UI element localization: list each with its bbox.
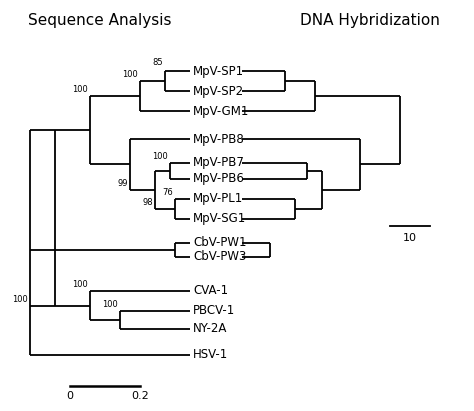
- Text: MpV-PB8: MpV-PB8: [193, 132, 245, 145]
- Text: PBCV-1: PBCV-1: [193, 305, 235, 318]
- Text: HSV-1: HSV-1: [193, 349, 228, 362]
- Text: 98: 98: [142, 198, 153, 207]
- Text: MpV-GM1: MpV-GM1: [193, 104, 249, 118]
- Text: 100: 100: [12, 295, 28, 303]
- Text: MpV-SP2: MpV-SP2: [193, 85, 244, 97]
- Text: 100: 100: [122, 70, 138, 79]
- Text: 99: 99: [118, 179, 128, 188]
- Text: 10: 10: [403, 233, 417, 243]
- Text: Sequence Analysis: Sequence Analysis: [28, 13, 172, 28]
- Text: 76: 76: [162, 188, 173, 197]
- Text: MpV-PB7: MpV-PB7: [193, 157, 245, 169]
- Text: CVA-1: CVA-1: [193, 284, 228, 298]
- Text: 0.2: 0.2: [131, 391, 149, 401]
- Text: MpV-PL1: MpV-PL1: [193, 192, 243, 206]
- Text: 100: 100: [102, 300, 118, 309]
- Text: 100: 100: [72, 85, 88, 94]
- Text: 100: 100: [72, 280, 88, 289]
- Text: MpV-PB6: MpV-PB6: [193, 173, 245, 185]
- Text: MpV-SG1: MpV-SG1: [193, 212, 246, 226]
- Text: 85: 85: [152, 58, 163, 67]
- Text: 100: 100: [152, 152, 168, 161]
- Text: MpV-SP1: MpV-SP1: [193, 65, 244, 78]
- Text: CbV-PW3: CbV-PW3: [193, 250, 246, 263]
- Text: NY-2A: NY-2A: [193, 323, 228, 335]
- Text: CbV-PW1: CbV-PW1: [193, 236, 246, 249]
- Text: DNA Hybridization: DNA Hybridization: [300, 13, 440, 28]
- Text: 0: 0: [66, 391, 73, 401]
